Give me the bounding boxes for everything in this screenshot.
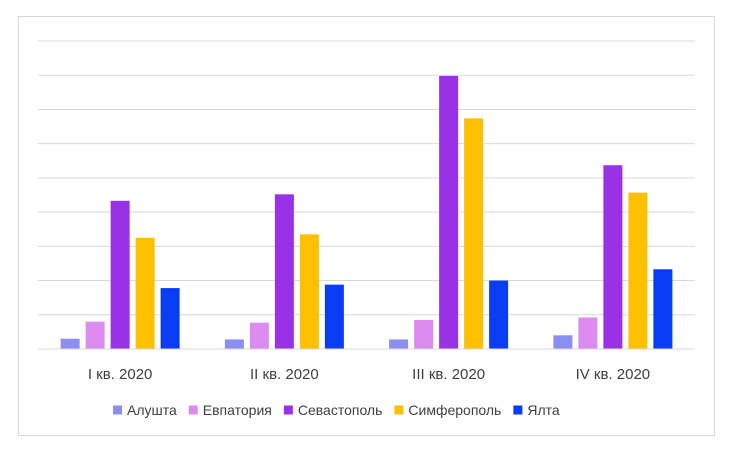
- legend-swatch: [283, 405, 293, 415]
- bar: [628, 192, 648, 349]
- bar: [110, 200, 130, 349]
- bar: [249, 322, 269, 349]
- x-tick-labels: I кв. 2020 II кв. 2020 III кв. 2020 IV кв. …: [88, 366, 650, 383]
- bar: [135, 237, 155, 349]
- x-tick-label: I кв. 2020: [88, 366, 153, 383]
- bar: [85, 321, 105, 349]
- bar: [578, 317, 598, 349]
- bar: [160, 288, 180, 349]
- legend: Алушта Евпатория Севастополь Симферополь Ялт…: [113, 402, 560, 418]
- x-tick-label: IV кв. 2020: [576, 366, 651, 383]
- bar: [489, 280, 509, 349]
- bar: [553, 335, 573, 349]
- legend-label: Симферополь: [408, 402, 501, 418]
- bar: [414, 319, 434, 349]
- legend-swatch: [188, 405, 198, 415]
- bar: [603, 165, 623, 349]
- chart-frame: [18, 16, 715, 436]
- bar: [224, 339, 244, 349]
- bar: [324, 284, 344, 349]
- bar: [464, 118, 484, 349]
- bar: [299, 234, 319, 349]
- bars: [60, 75, 673, 349]
- legend-label: Евпатория: [203, 402, 272, 418]
- legend-label: Алушта: [127, 402, 177, 418]
- x-tick-label: III кв. 2020: [412, 366, 485, 383]
- legend-label: Ялта: [527, 402, 560, 418]
- bar: [274, 194, 294, 349]
- legend-swatch: [394, 405, 404, 415]
- legend-swatch: [113, 405, 122, 415]
- legend-swatch: [513, 405, 523, 415]
- legend-label: Севастополь: [298, 402, 383, 418]
- bar: [60, 338, 80, 349]
- bar: [653, 269, 673, 349]
- x-tick-label: II кв. 2020: [250, 366, 319, 383]
- bar: [439, 75, 459, 349]
- bar: [389, 339, 409, 349]
